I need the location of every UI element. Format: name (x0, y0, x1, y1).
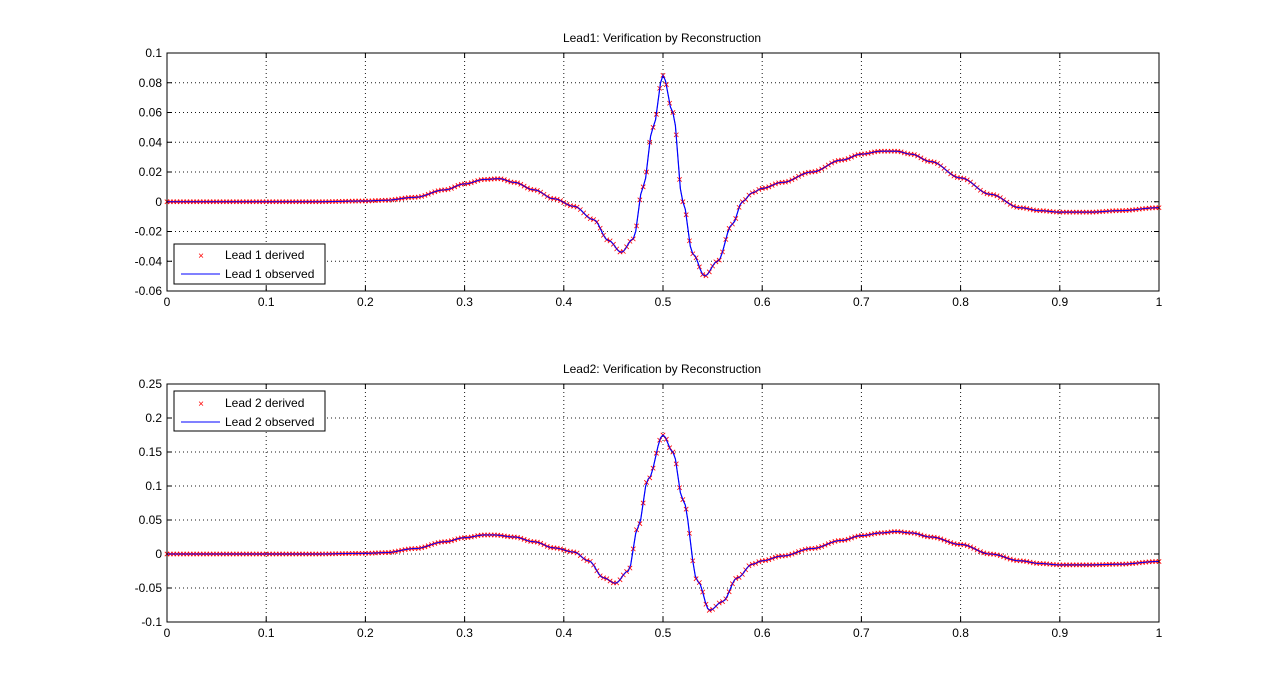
lead2-ytick-label: 0.1 (145, 479, 162, 493)
lead2-xtick-label: 0.7 (853, 626, 870, 640)
lead1-legend-observed-label: Lead 1 observed (225, 267, 314, 281)
lead1-ytick-label: 0.08 (139, 76, 163, 90)
lead2-ytick-label: 0.05 (139, 513, 163, 527)
lead1-grid (167, 53, 1159, 291)
lead1-legend-box (173, 243, 326, 285)
lead1-ytick-label: 0.02 (139, 165, 163, 179)
lead2-axes-box (166, 383, 1160, 623)
lead1-ytick-label: 0.06 (139, 106, 163, 120)
lead2-xtick-label: 0.1 (258, 626, 275, 640)
lead1-observed-line-overlay (167, 74, 1160, 277)
lead1-ytick-label: 0 (155, 195, 162, 209)
lead2-derived-point (643, 479, 649, 485)
lead2-xtick-label: 0.4 (555, 626, 572, 640)
lead1-xtick-label: 0.1 (258, 295, 275, 309)
lead2-chart-title: Lead2: Verification by Reconstruction (563, 362, 761, 376)
lead1-ticks: 0 0.1 0.2 0.3 0.4 0.5 0.6 0.7 0.8 0.9 1 -0.06 -0.04 -… (135, 46, 1163, 309)
lead2-legend-derived-marker: × (198, 399, 204, 410)
lead2-legend-derived-label: Lead 2 derived (225, 396, 304, 410)
lead2-xtick-label: 0.6 (754, 626, 771, 640)
lead2-ytick-label: -0.1 (141, 615, 162, 629)
lead2-xtick-label: 0 (164, 626, 171, 640)
lead2-xtick-label: 0.9 (1051, 626, 1068, 640)
lead2-ticks: 0 0.1 0.2 0.3 0.4 0.5 0.6 0.7 0.8 0.9 1 -0.1 -0.05 0 0… (135, 377, 1163, 640)
lead2-legend-observed-label: Lead 2 observed (225, 415, 314, 429)
lead2-grid (167, 384, 1159, 622)
lead2-ytick-label: 0.25 (139, 377, 163, 391)
lead1-xtick-label: 0.5 (655, 295, 672, 309)
lead2-ytick-label: 0.15 (139, 445, 163, 459)
lead1-axes-box (166, 52, 1160, 292)
lead2-xtick-label: 1 (1156, 626, 1163, 640)
lead2-legend-box (173, 390, 326, 432)
lead1-xtick-label: 0 (164, 295, 171, 309)
lead1-xtick-label: 0.4 (555, 295, 572, 309)
lead2-derived-point (637, 521, 643, 527)
lead2-xtick-label: 0.5 (655, 626, 672, 640)
lead1-xtick-label: 0.7 (853, 295, 870, 309)
lead1-xtick-label: 1 (1156, 295, 1163, 309)
lead2-xtick-label: 0.2 (357, 626, 374, 640)
lead1-legend: × Lead 1 derived Lead 1 observed (173, 243, 326, 285)
lead2-observed-line-overlay (167, 434, 1160, 611)
lead1-xtick-label: 0.8 (952, 295, 969, 309)
lead2-legend: × Lead 2 derived Lead 2 observed (173, 390, 326, 432)
lead1-xtick-label: 0.6 (754, 295, 771, 309)
lead2-ytick-label: 0 (155, 547, 162, 561)
lead1-series (164, 72, 1162, 279)
lead2-series (164, 432, 1162, 613)
lead1-ytick-label: -0.06 (135, 284, 163, 298)
lead1-ytick-label: -0.02 (135, 225, 163, 239)
lead1-legend-derived-label: Lead 1 derived (225, 248, 304, 262)
lead1-xtick-label: 0.9 (1051, 295, 1068, 309)
lead2-ytick-label: -0.05 (135, 581, 163, 595)
lead1-legend-derived-marker: × (198, 251, 204, 262)
lead1-ytick-label: 0.04 (139, 135, 163, 149)
lead1-ytick-label: -0.04 (135, 254, 163, 268)
lead2-xtick-label: 0.3 (456, 626, 473, 640)
lead1-xtick-label: 0.2 (357, 295, 374, 309)
lead1-ytick-label: 0.1 (145, 46, 162, 60)
lead1-chart-title: Lead1: Verification by Reconstruction (563, 31, 761, 45)
lead1-xtick-label: 0.3 (456, 295, 473, 309)
lead2-ytick-label: 0.2 (145, 411, 162, 425)
lead2-xtick-label: 0.8 (952, 626, 969, 640)
